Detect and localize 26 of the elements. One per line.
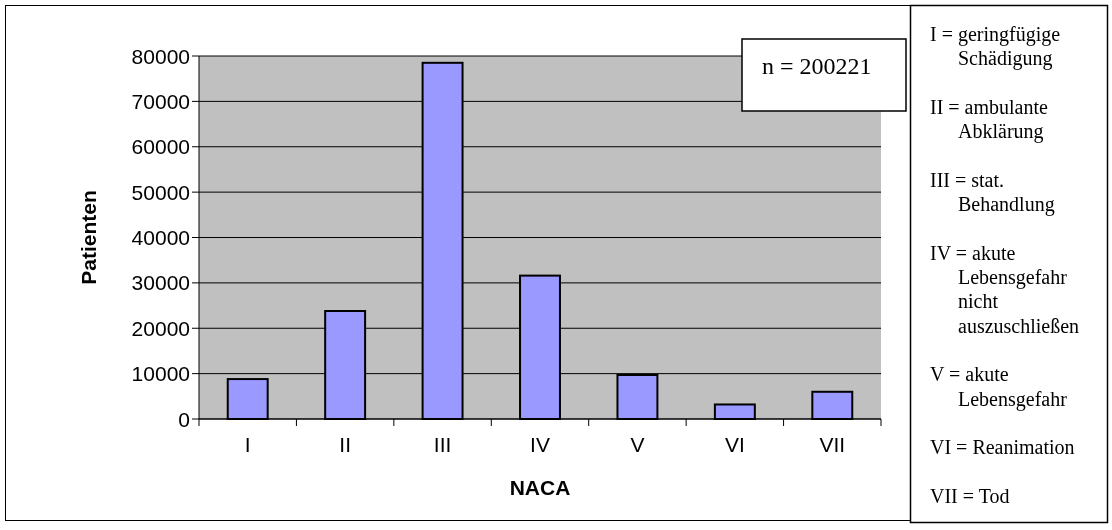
- y-tick-label: 20000: [131, 316, 190, 340]
- y-axis-title: Patienten: [76, 190, 100, 285]
- y-tick-label: 60000: [131, 135, 190, 159]
- y-tick-label: 0: [178, 407, 190, 431]
- y-tick-label: 80000: [131, 44, 190, 68]
- y-tick-label: 40000: [131, 226, 190, 249]
- text: II = ambulante Abklärung: [930, 95, 1049, 144]
- text: V = akute Lebensgefahr: [930, 363, 1068, 411]
- x-tick-label: VI: [724, 432, 745, 456]
- x-tick-label: VII: [819, 432, 846, 456]
- x-tick-label: IV: [530, 432, 550, 456]
- text: IV = akute Lebensgefahr nicht auszuschließen: [930, 241, 1080, 337]
- y-tick-label: 70000: [131, 89, 190, 113]
- x-tick-label: II: [339, 432, 351, 456]
- y-tick-label: 50000: [131, 180, 190, 204]
- text: VII = Tod: [930, 484, 1010, 507]
- x-tick-label: III: [433, 432, 452, 456]
- x-tick-label: V: [630, 432, 645, 456]
- text: I = geringfügige Schädigung: [930, 23, 1061, 71]
- text: VI = Reanimation: [930, 436, 1075, 459]
- y-tick-label: 10000: [131, 362, 190, 386]
- annotation: n = 200221: [762, 53, 872, 79]
- y-tick-label: 30000: [131, 271, 190, 295]
- x-axis-title: NACA: [509, 475, 571, 499]
- x-tick-label: I: [244, 432, 251, 456]
- text: III = stat. Behandlung: [930, 168, 1055, 217]
